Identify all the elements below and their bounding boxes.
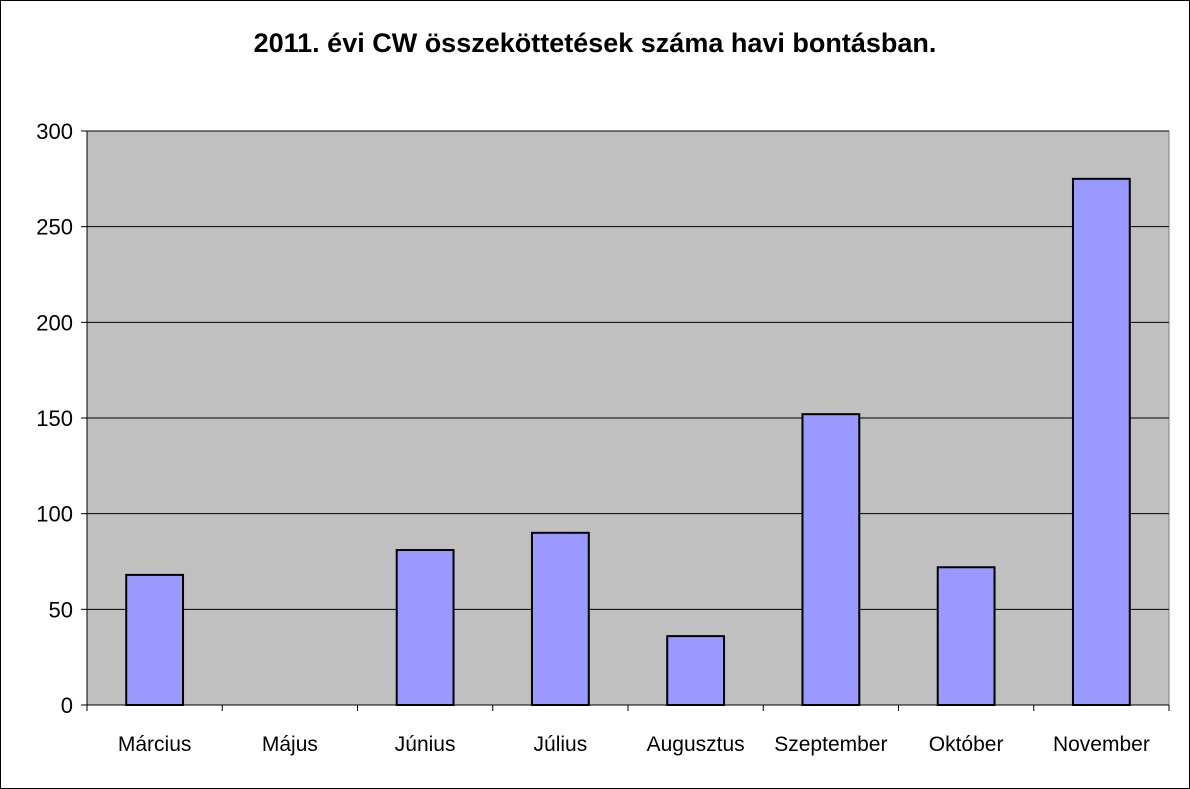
x-category-label: Július [534,733,588,756]
chart-title: 2011. évi CW összeköttetések száma havi … [253,28,937,58]
y-tick-label: 200 [36,310,73,335]
x-category-label: Június [395,733,456,756]
bar-március [125,573,185,706]
bar-november [1071,177,1131,707]
x-category-label: Május [262,733,318,756]
y-tick-labels: 0 50 100 150 200 250 300 [36,119,73,718]
bar-július [530,531,590,706]
y-tick-label: 150 [36,406,73,431]
axes [81,130,1170,711]
y-tick-label: 0 [61,693,73,718]
bar-augusztus [666,635,726,706]
y-tick-label: 300 [36,119,73,144]
bar-szeptember [801,413,861,706]
x-category-label: Március [118,733,192,756]
y-tick-label: 50 [49,597,73,622]
x-category-label: Augusztus [647,733,745,756]
x-category-label: Szeptember [774,733,887,756]
x-category-label: Október [929,733,1004,756]
y-tick-label: 250 [36,215,73,240]
bar-június [395,549,455,707]
bars [125,177,1131,707]
bar-október [936,566,996,706]
x-category-label: November [1053,733,1150,756]
y-tick-label: 100 [36,502,73,527]
x-tick-labels: Március Május Június Július Augusztus Szeptem… [118,733,1150,756]
